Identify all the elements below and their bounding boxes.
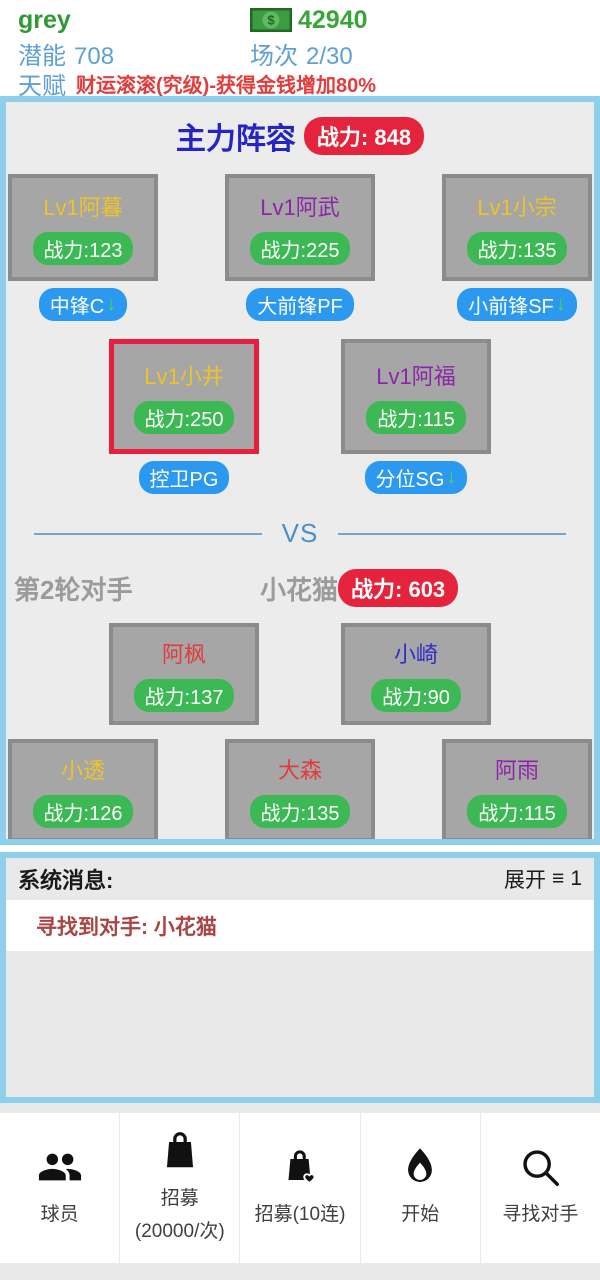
- nav-start-button[interactable]: 开始: [360, 1113, 480, 1263]
- nav-label: 开始: [401, 1204, 440, 1226]
- bottom-nav: 球员 招募(20000/次) 招募(10连) 开始: [0, 1113, 600, 1263]
- battle-panel: 主力阵容 战力: 848 Lv1阿暮 战力:123 中锋C ↓ Lv1阿武 战力:…: [0, 96, 600, 845]
- opponent-row-1: 阿枫 战力:137 小崎 战力:90: [6, 623, 594, 725]
- talent-label: 天赋: [18, 72, 66, 100]
- player-name-label: Lv1阿武: [260, 195, 340, 220]
- nav-find-opponent-button[interactable]: 寻找对手: [480, 1113, 600, 1263]
- system-messages-title: 系统消息:: [18, 868, 114, 893]
- nav-recruit-ten-button[interactable]: 招募(10连): [240, 1113, 360, 1263]
- lineup-title: 主力阵容: [175, 123, 296, 156]
- team-power-badge: 战力: 848: [303, 117, 425, 155]
- money-value: 42940: [298, 5, 368, 34]
- recruit-bag-heart-icon: [288, 1150, 316, 1185]
- player-name-label: Lv1阿暮: [43, 195, 123, 220]
- position-pill[interactable]: 小前锋SF ↓: [457, 288, 577, 321]
- opponent-header: 第2轮对手 小花猫 战力: 603: [6, 569, 594, 607]
- vs-label: VS: [281, 518, 319, 548]
- nav-label: 球员: [40, 1204, 79, 1226]
- system-message-text: 寻找到对手: 小花猫: [36, 915, 217, 939]
- down-arrow-icon: ↓: [106, 293, 117, 315]
- system-messages-empty-area: [6, 951, 594, 1097]
- system-messages-panel: 系统消息: 展开 ≡ 1 寻找到对手: 小花猫: [0, 852, 600, 1103]
- power-pill: 战力:123: [32, 232, 134, 265]
- power-pill: 战力:115: [366, 401, 466, 434]
- opponent-name-label: 阿雨: [494, 758, 539, 783]
- position-pill[interactable]: 大前锋PF: [246, 288, 354, 321]
- power-pill: 战力:250: [133, 401, 235, 434]
- divider-line: [338, 532, 566, 535]
- position-pill[interactable]: 中锋C ↓: [38, 288, 128, 321]
- start-flame-icon: [408, 1148, 433, 1183]
- lineup-row-2: Lv1小井 战力:250 控卫PG Lv1阿福 战力:115 分位SG ↓: [6, 339, 594, 494]
- top-status-header: grey $ 42940 潜能 708 场次 2/30 天赋 财运滚滚(究级)-获得…: [0, 0, 600, 100]
- player-name: grey: [18, 5, 71, 34]
- power-pill: 战力:137: [133, 678, 235, 712]
- vs-divider: VS: [34, 518, 566, 549]
- opponent-round-label: 第2轮对手: [14, 574, 133, 605]
- system-message-row: 寻找到对手: 小花猫: [6, 900, 594, 951]
- nav-label: 寻找对手: [502, 1204, 579, 1226]
- system-messages-header: 系统消息: 展开 ≡ 1: [6, 858, 594, 900]
- down-arrow-icon: ↓: [446, 466, 457, 488]
- player-card[interactable]: Lv1阿福 战力:115: [341, 339, 491, 454]
- power-pill: 战力:126: [32, 795, 134, 828]
- talent-value: 财运滚滚(究级)-获得金钱增加80%: [76, 74, 377, 97]
- opponent-card: 小透 战力:126: [8, 739, 158, 839]
- player-card[interactable]: Lv1小宗 战力:135: [442, 174, 592, 281]
- matches-stat: 场次 2/30: [250, 43, 353, 70]
- money-group: $ 42940: [250, 6, 600, 35]
- opponent-card: 小崎 战力:90: [341, 623, 491, 725]
- opponent-power-badge: 战力: 603: [338, 569, 459, 607]
- opponent-name-label: 小透: [60, 758, 105, 783]
- power-pill: 战力:135: [466, 232, 568, 265]
- power-pill: 战力:135: [249, 795, 351, 828]
- players-icon: [38, 1153, 81, 1181]
- power-pill: 战力:115: [467, 795, 567, 828]
- nav-label: 招募(20000/次): [134, 1188, 225, 1242]
- position-pill[interactable]: 分位SG ↓: [364, 461, 468, 494]
- power-pill: 战力:90: [371, 678, 461, 712]
- opponent-name-label: 阿枫: [161, 641, 206, 667]
- find-opponent-search-icon: [523, 1150, 560, 1187]
- bottom-bar: 球员 招募(20000/次) 招募(10连) 开始: [0, 1103, 600, 1280]
- opponent-row-2: 小透 战力:126 大森 战力:135 阿雨 战力:115: [6, 739, 594, 839]
- expand-button[interactable]: 展开 ≡ 1: [504, 867, 582, 892]
- svg-text:$: $: [267, 13, 275, 28]
- opponent-team: 小花猫 战力: 603: [260, 569, 459, 607]
- player-card[interactable]: Lv1阿武 战力:225: [225, 174, 375, 281]
- opponent-card: 阿枫 战力:137: [109, 623, 259, 725]
- player-name-label: Lv1小宗: [477, 195, 557, 220]
- lineup-title-row: 主力阵容 战力: 848: [6, 114, 594, 158]
- player-card[interactable]: Lv1阿暮 战力:123: [8, 174, 158, 281]
- potential-stat: 潜能 708: [18, 43, 115, 70]
- player-card-selected[interactable]: Lv1小井 战力:250: [109, 339, 259, 454]
- opponent-name-label: 小崎: [393, 641, 438, 667]
- nav-recruit-single-button[interactable]: 招募(20000/次): [120, 1113, 240, 1263]
- divider-line: [34, 532, 262, 535]
- lineup-row-1: Lv1阿暮 战力:123 中锋C ↓ Lv1阿武 战力:225 大前锋PF Lv1…: [6, 174, 594, 321]
- nav-players-button[interactable]: 球员: [0, 1113, 120, 1263]
- dollar-banknote-icon: $: [250, 8, 292, 32]
- opponent-name-label: 大森: [277, 758, 322, 783]
- power-pill: 战力:225: [249, 232, 351, 265]
- opponent-team-name: 小花猫: [260, 574, 339, 605]
- player-name-label: Lv1阿福: [376, 364, 456, 389]
- opponent-card: 大森 战力:135: [225, 739, 375, 839]
- position-pill[interactable]: 控卫PG: [138, 461, 230, 494]
- nav-label: 招募(10连): [254, 1204, 346, 1226]
- menu-list-icon: ≡: [552, 867, 565, 890]
- player-name-label: Lv1小井: [144, 364, 224, 389]
- down-arrow-icon: ↓: [555, 293, 566, 315]
- opponent-card: 阿雨 战力:115: [442, 739, 592, 839]
- recruit-bag-icon: [166, 1132, 193, 1168]
